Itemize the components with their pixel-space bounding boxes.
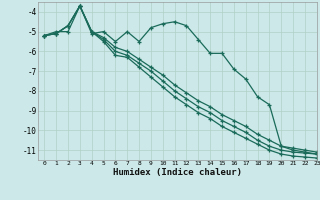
X-axis label: Humidex (Indice chaleur): Humidex (Indice chaleur) [113, 168, 242, 177]
